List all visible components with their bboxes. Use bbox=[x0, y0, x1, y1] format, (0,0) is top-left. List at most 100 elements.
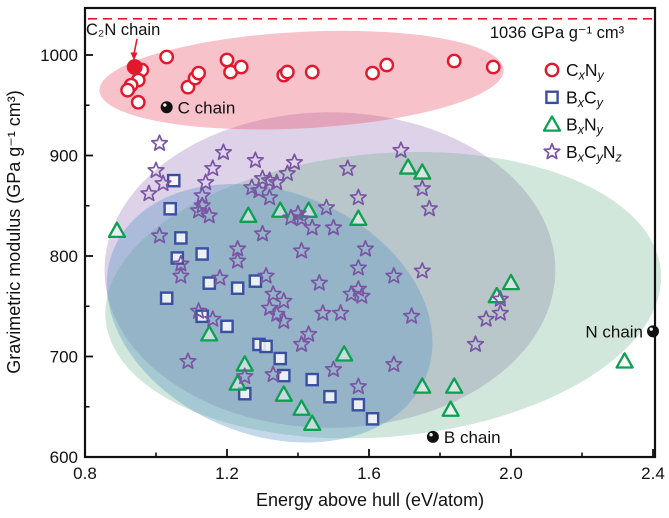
data-point bbox=[274, 385, 293, 402]
series-bxcynz bbox=[140, 134, 509, 395]
data-point bbox=[353, 287, 371, 304]
annotation-arrow-head bbox=[130, 52, 138, 61]
data-point bbox=[248, 274, 263, 288]
y-tick-label: 800 bbox=[50, 247, 78, 266]
data-point bbox=[292, 335, 311, 352]
legend-marker-cxny bbox=[544, 62, 560, 78]
data-point bbox=[172, 267, 190, 284]
chain-points: C chain B chain N chain bbox=[160, 98, 659, 447]
data-point bbox=[485, 59, 501, 75]
data-point bbox=[379, 57, 395, 73]
data-point bbox=[392, 141, 410, 158]
annotation-arrow-line bbox=[133, 38, 138, 55]
data-point bbox=[229, 251, 247, 269]
data-point bbox=[303, 218, 321, 236]
y-tick-label: 700 bbox=[50, 348, 78, 367]
data-point bbox=[314, 304, 332, 321]
data-point bbox=[275, 312, 293, 329]
c-chain-label: C chain bbox=[178, 98, 236, 117]
data-point bbox=[278, 164, 296, 182]
data-point bbox=[193, 196, 211, 214]
data-point bbox=[303, 414, 322, 431]
legend-label-bxny: Bx​Ny​ bbox=[566, 115, 604, 138]
data-point bbox=[282, 208, 300, 226]
data-point bbox=[305, 372, 320, 387]
data-point bbox=[323, 389, 337, 404]
data-point bbox=[239, 206, 258, 223]
x-tick-label: 2.0 bbox=[499, 464, 523, 483]
data-point bbox=[219, 52, 235, 68]
data-point bbox=[179, 352, 197, 370]
c2n-chain-label: C₂N chain bbox=[86, 21, 160, 39]
x-tick-label: 0.8 bbox=[73, 464, 97, 483]
data-point bbox=[477, 310, 495, 327]
legend-label-bxcynz: Bx​Cy​Nz​ bbox=[566, 142, 622, 165]
data-point bbox=[230, 281, 245, 295]
data-point bbox=[200, 325, 219, 342]
data-point bbox=[204, 310, 222, 327]
data-point bbox=[253, 224, 272, 242]
y-tick-label: 900 bbox=[50, 147, 78, 166]
data-point bbox=[257, 267, 275, 284]
x-tick-label: 1.2 bbox=[215, 464, 239, 483]
n-chain-label: N chain bbox=[585, 322, 643, 341]
data-point bbox=[140, 184, 158, 202]
data-point bbox=[130, 94, 146, 110]
data-point bbox=[233, 59, 249, 75]
data-point bbox=[260, 188, 279, 206]
data-point bbox=[491, 304, 509, 321]
data-point bbox=[163, 201, 178, 216]
data-point bbox=[211, 269, 229, 286]
data-point bbox=[189, 302, 208, 319]
data-point bbox=[191, 65, 207, 81]
data-point bbox=[356, 239, 375, 257]
data-point bbox=[236, 367, 254, 385]
data-point bbox=[264, 285, 282, 302]
data-point bbox=[285, 153, 304, 171]
data-point bbox=[277, 368, 291, 383]
plot-frame bbox=[83, 6, 657, 459]
c2n-chain-marker bbox=[126, 59, 143, 76]
n-chain-marker-highlight bbox=[649, 327, 653, 331]
data-point bbox=[349, 209, 368, 226]
data-point bbox=[271, 201, 290, 218]
data-point bbox=[292, 399, 311, 416]
data-point bbox=[204, 159, 222, 177]
data-point bbox=[279, 64, 295, 80]
legend: Cx​Ny​ Bx​Cy​ Bx​Ny​ Bx​Cy​Nz​ bbox=[542, 60, 622, 165]
data-point bbox=[250, 181, 268, 199]
x-tick-label: 2.4 bbox=[641, 464, 665, 483]
data-point bbox=[385, 355, 403, 373]
data-point bbox=[413, 163, 432, 180]
data-point bbox=[445, 377, 464, 394]
legend-marker-bxny bbox=[542, 115, 562, 132]
data-point bbox=[331, 304, 350, 321]
data-point bbox=[150, 134, 169, 151]
b-chain-marker-highlight bbox=[429, 433, 433, 437]
n-chain-marker bbox=[647, 325, 659, 338]
legend-label-cxny: Cx​Ny​ bbox=[566, 60, 605, 83]
data-point bbox=[351, 397, 366, 412]
data-point bbox=[246, 151, 265, 169]
data-point bbox=[349, 188, 367, 206]
data-point bbox=[220, 319, 234, 334]
c-chain-marker-highlight bbox=[163, 103, 167, 107]
data-point bbox=[365, 412, 380, 426]
data-point bbox=[197, 173, 215, 191]
data-point bbox=[264, 365, 282, 383]
data-point bbox=[292, 241, 311, 259]
data-point bbox=[259, 339, 273, 354]
x-tick-label: 1.6 bbox=[357, 464, 381, 483]
data-point bbox=[195, 247, 209, 261]
data-point bbox=[317, 198, 336, 216]
data-point bbox=[615, 352, 634, 369]
data-point bbox=[420, 199, 438, 217]
data-point bbox=[324, 360, 343, 378]
legend-label-bxcy: Bx​Cy​ bbox=[566, 87, 604, 110]
data-point bbox=[491, 290, 509, 307]
data-point bbox=[310, 274, 328, 291]
data-point bbox=[501, 273, 521, 291]
data-point bbox=[365, 65, 380, 81]
